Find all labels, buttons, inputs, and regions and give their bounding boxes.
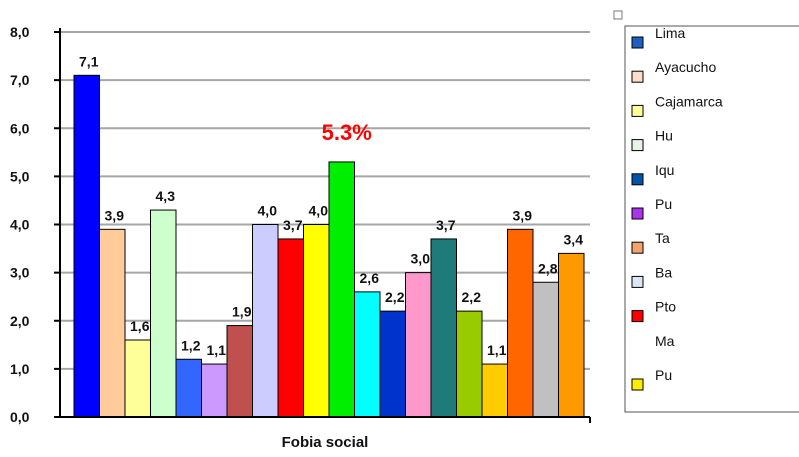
bar	[558, 252, 585, 418]
legend-swatch	[631, 104, 644, 117]
data-label: 1,2	[181, 337, 201, 353]
legend-label: Pu	[655, 367, 672, 383]
y-tick-label: 2,0	[10, 313, 30, 329]
bar	[430, 238, 457, 418]
data-label: 3,4	[564, 231, 584, 247]
bars	[73, 74, 585, 418]
bar	[124, 339, 151, 418]
legend-swatch	[631, 310, 644, 323]
legend-swatch	[631, 36, 644, 49]
legend-label: Cajamarca	[655, 93, 723, 109]
legend-swatch	[631, 139, 644, 152]
data-labels: 7,1 3,9 1,6 4,3 1,2 1,1 1,9 4,0 3,7 4,0 2,6 2,2 3,0 3…	[79, 53, 583, 358]
data-label: 1,9	[232, 304, 252, 320]
x-axis-label: Fobia social	[282, 434, 369, 451]
data-label: 3,7	[283, 217, 303, 233]
bar	[73, 74, 100, 418]
bar	[507, 228, 534, 418]
legend-label: Hu	[655, 128, 673, 144]
data-label: 4,0	[258, 203, 278, 219]
legend-label: Pu	[655, 196, 672, 212]
data-label: 4,0	[309, 203, 329, 219]
data-label: 3,7	[436, 217, 456, 233]
y-tick-label: 0,0	[10, 409, 30, 425]
bar	[405, 272, 432, 418]
bar	[175, 358, 202, 418]
data-label: 2,8	[538, 260, 558, 276]
legend-swatch	[631, 207, 644, 220]
legend-label: Iqu	[655, 162, 674, 178]
axes: 0,0 1,0 2,0 3,0 4,0 5,0 6,0 7,0 8,0	[10, 24, 591, 425]
data-label: 2,2	[462, 289, 482, 305]
bar	[456, 310, 483, 418]
chart-annotation: 5.3%	[322, 120, 372, 145]
legend-box	[624, 25, 799, 413]
y-tick-label: 5,0	[10, 168, 30, 184]
data-label: 3,9	[513, 207, 533, 223]
bar	[277, 238, 304, 418]
data-label: 2,2	[385, 289, 405, 305]
data-label: 3,0	[411, 251, 431, 267]
data-label: 1,1	[207, 342, 227, 358]
bar	[226, 325, 253, 418]
bar	[532, 281, 559, 418]
data-label: 4,3	[156, 188, 176, 204]
bar	[328, 161, 355, 418]
legend-swatch	[631, 70, 644, 83]
bar	[99, 228, 126, 418]
bar	[252, 224, 279, 418]
legend-swatch	[631, 378, 644, 391]
y-tick-label: 6,0	[10, 120, 30, 136]
data-label: 1,6	[130, 318, 150, 334]
y-tick-label: 4,0	[10, 217, 30, 233]
y-tick-label: 3,0	[10, 265, 30, 281]
legend-label: Lima	[655, 25, 686, 41]
y-tick-label: 1,0	[10, 361, 30, 377]
legend-move-handle[interactable]	[613, 10, 623, 20]
bar	[379, 310, 406, 418]
legend-swatch	[631, 275, 644, 288]
data-label: 3,9	[105, 207, 125, 223]
bar	[303, 224, 330, 418]
bar	[481, 363, 508, 418]
y-tick-label: 8,0	[10, 24, 30, 40]
legend-label: Ayacucho	[655, 59, 716, 75]
legend-label: Ma	[655, 333, 675, 349]
bar	[354, 291, 381, 418]
legend-swatch	[631, 241, 644, 254]
data-label: 7,1	[79, 53, 99, 69]
legend-label: Pto	[655, 299, 676, 315]
bar	[201, 363, 228, 418]
legend-swatch	[631, 173, 644, 186]
legend-label: Ta	[655, 230, 670, 246]
legend-label: Ba	[655, 264, 672, 280]
data-label: 1,1	[487, 342, 507, 358]
y-tick-label: 7,0	[10, 72, 30, 88]
legend: Lima Ayacucho Cajamarca Hu Iqu Pu Ta Ba Pto Ma Pu	[613, 10, 799, 413]
bar	[150, 209, 177, 418]
data-label: 2,6	[360, 270, 380, 286]
